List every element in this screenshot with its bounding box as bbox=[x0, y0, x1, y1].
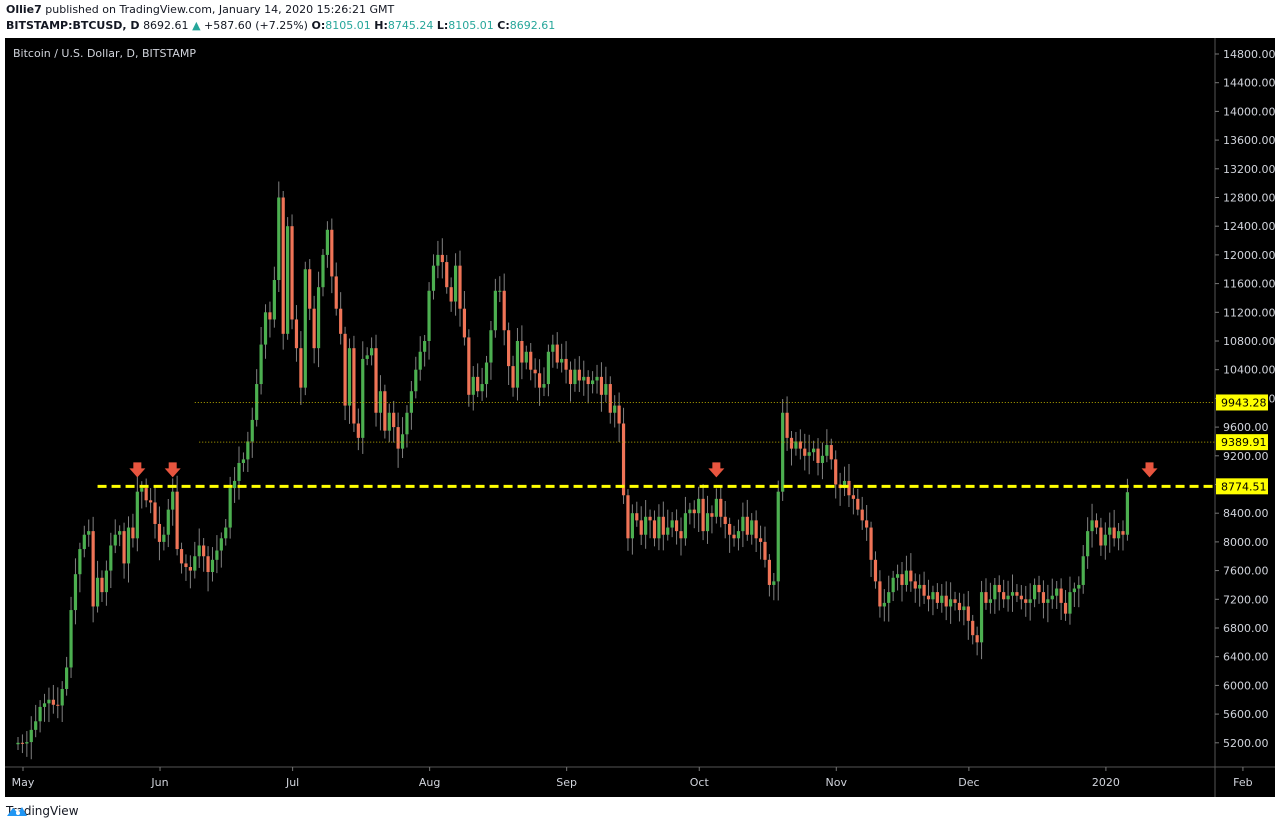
author-name: Ollie7 bbox=[6, 3, 42, 16]
svg-text:Jul: Jul bbox=[285, 776, 299, 789]
svg-text:12000.00: 12000.00 bbox=[1223, 249, 1275, 262]
chart-panel[interactable]: 14800.00 14400.00 14000.00 13600.00 13200.00… bbox=[5, 38, 1275, 797]
svg-text:Sep: Sep bbox=[556, 776, 577, 789]
svg-text:12800.00: 12800.00 bbox=[1223, 192, 1275, 205]
svg-text:14000.00: 14000.00 bbox=[1223, 105, 1275, 118]
svg-text:9600.00: 9600.00 bbox=[1223, 421, 1269, 434]
svg-text:Aug: Aug bbox=[419, 776, 440, 789]
svg-text:11600.00: 11600.00 bbox=[1223, 278, 1275, 291]
svg-text:7600.00: 7600.00 bbox=[1223, 565, 1269, 578]
svg-text:9200.00: 9200.00 bbox=[1223, 450, 1269, 463]
svg-text:7200.00: 7200.00 bbox=[1223, 593, 1269, 606]
published-text: published on TradingView.com, January 14… bbox=[45, 3, 395, 16]
symbol-info: BITSTAMP:BTCUSD, D 8692.61 ▲ +587.60 (+7… bbox=[6, 19, 555, 32]
svg-text:9943.28: 9943.28 bbox=[1221, 396, 1267, 409]
svg-text:9389.91: 9389.91 bbox=[1221, 436, 1267, 449]
svg-text:8400.00: 8400.00 bbox=[1223, 507, 1269, 520]
svg-text:Jun: Jun bbox=[150, 776, 168, 789]
change-up-icon: ▲ bbox=[192, 19, 201, 32]
svg-text:14800.00: 14800.00 bbox=[1223, 48, 1275, 61]
svg-text:6000.00: 6000.00 bbox=[1223, 679, 1269, 692]
ohlc-high: H:8745.24 bbox=[374, 19, 434, 32]
tradingview-logo[interactable]: TradingView bbox=[6, 804, 79, 818]
ohlc-open: O:8105.01 bbox=[311, 19, 371, 32]
chart-title: Bitcoin / U.S. Dollar, D, BITSTAMP bbox=[13, 47, 196, 60]
svg-text:2020: 2020 bbox=[1092, 776, 1120, 789]
publish-info: Ollie7 published on TradingView.com, Jan… bbox=[6, 3, 394, 16]
svg-text:13200.00: 13200.00 bbox=[1223, 163, 1275, 176]
svg-text:14400.00: 14400.00 bbox=[1223, 77, 1275, 90]
red-arrow-icon bbox=[1141, 462, 1158, 478]
svg-text:8774.51: 8774.51 bbox=[1221, 480, 1267, 493]
last-price: 8692.61 bbox=[143, 19, 189, 32]
svg-text:5600.00: 5600.00 bbox=[1223, 708, 1269, 721]
svg-text:Oct: Oct bbox=[690, 776, 710, 789]
red-arrow-icon bbox=[129, 462, 146, 478]
ohlc-low: L:8105.01 bbox=[436, 19, 494, 32]
svg-text:11200.00: 11200.00 bbox=[1223, 306, 1275, 319]
price-change: +587.60 (+7.25%) bbox=[204, 19, 308, 32]
svg-text:Dec: Dec bbox=[958, 776, 979, 789]
svg-text:8000.00: 8000.00 bbox=[1223, 536, 1269, 549]
symbol-label: BITSTAMP:BTCUSD, D bbox=[6, 19, 140, 32]
red-arrow-icon bbox=[164, 462, 181, 478]
svg-text:12400.00: 12400.00 bbox=[1223, 220, 1275, 233]
svg-text:10800.00: 10800.00 bbox=[1223, 335, 1275, 348]
red-arrow-icon bbox=[708, 462, 725, 478]
svg-text:Feb: Feb bbox=[1233, 776, 1252, 789]
ohlc-close: C:8692.61 bbox=[497, 19, 556, 32]
svg-text:13600.00: 13600.00 bbox=[1223, 134, 1275, 147]
svg-text:6400.00: 6400.00 bbox=[1223, 651, 1269, 664]
tradingview-logo-icon bbox=[7, 807, 27, 816]
svg-text:Nov: Nov bbox=[826, 776, 848, 789]
svg-text:6800.00: 6800.00 bbox=[1223, 622, 1269, 635]
svg-text:May: May bbox=[12, 776, 35, 789]
candlestick-chart[interactable]: 14800.00 14400.00 14000.00 13600.00 13200.00… bbox=[5, 38, 1275, 797]
svg-text:10400.00: 10400.00 bbox=[1223, 364, 1275, 377]
svg-text:5200.00: 5200.00 bbox=[1223, 737, 1269, 750]
